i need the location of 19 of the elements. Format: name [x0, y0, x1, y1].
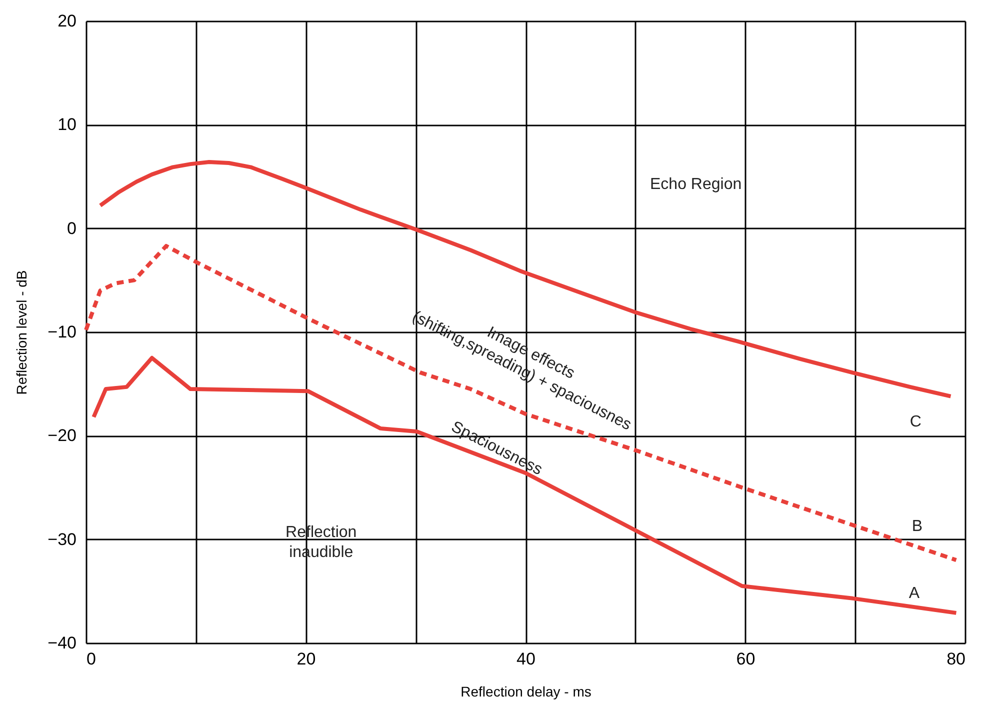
y-tick-label: 0 [67, 218, 76, 238]
y-tick-label: −40 [48, 634, 76, 652]
series-label: B [912, 518, 923, 536]
x-tick-label: 40 [516, 650, 536, 668]
annotation: Echo Region [650, 176, 742, 193]
y-tick-label: 10 [58, 115, 76, 134]
series-label: C [910, 413, 922, 430]
x-tick-label: 0 [86, 650, 96, 668]
line-series [84, 244, 958, 562]
x-tick-label: 60 [736, 650, 756, 668]
x-tick-label: 20 [296, 650, 316, 668]
y-tick-label: 20 [58, 12, 76, 30]
y-axis-title: Reflection level - dB [14, 270, 30, 395]
series-label: A [908, 584, 920, 602]
y-tick-label: −30 [48, 530, 76, 549]
x-tick-label: 80 [946, 650, 966, 668]
x-axis-title: Reflection delay - ms [460, 684, 592, 700]
y-tick-label: −10 [48, 322, 76, 342]
y-tick-label: −20 [48, 426, 76, 446]
